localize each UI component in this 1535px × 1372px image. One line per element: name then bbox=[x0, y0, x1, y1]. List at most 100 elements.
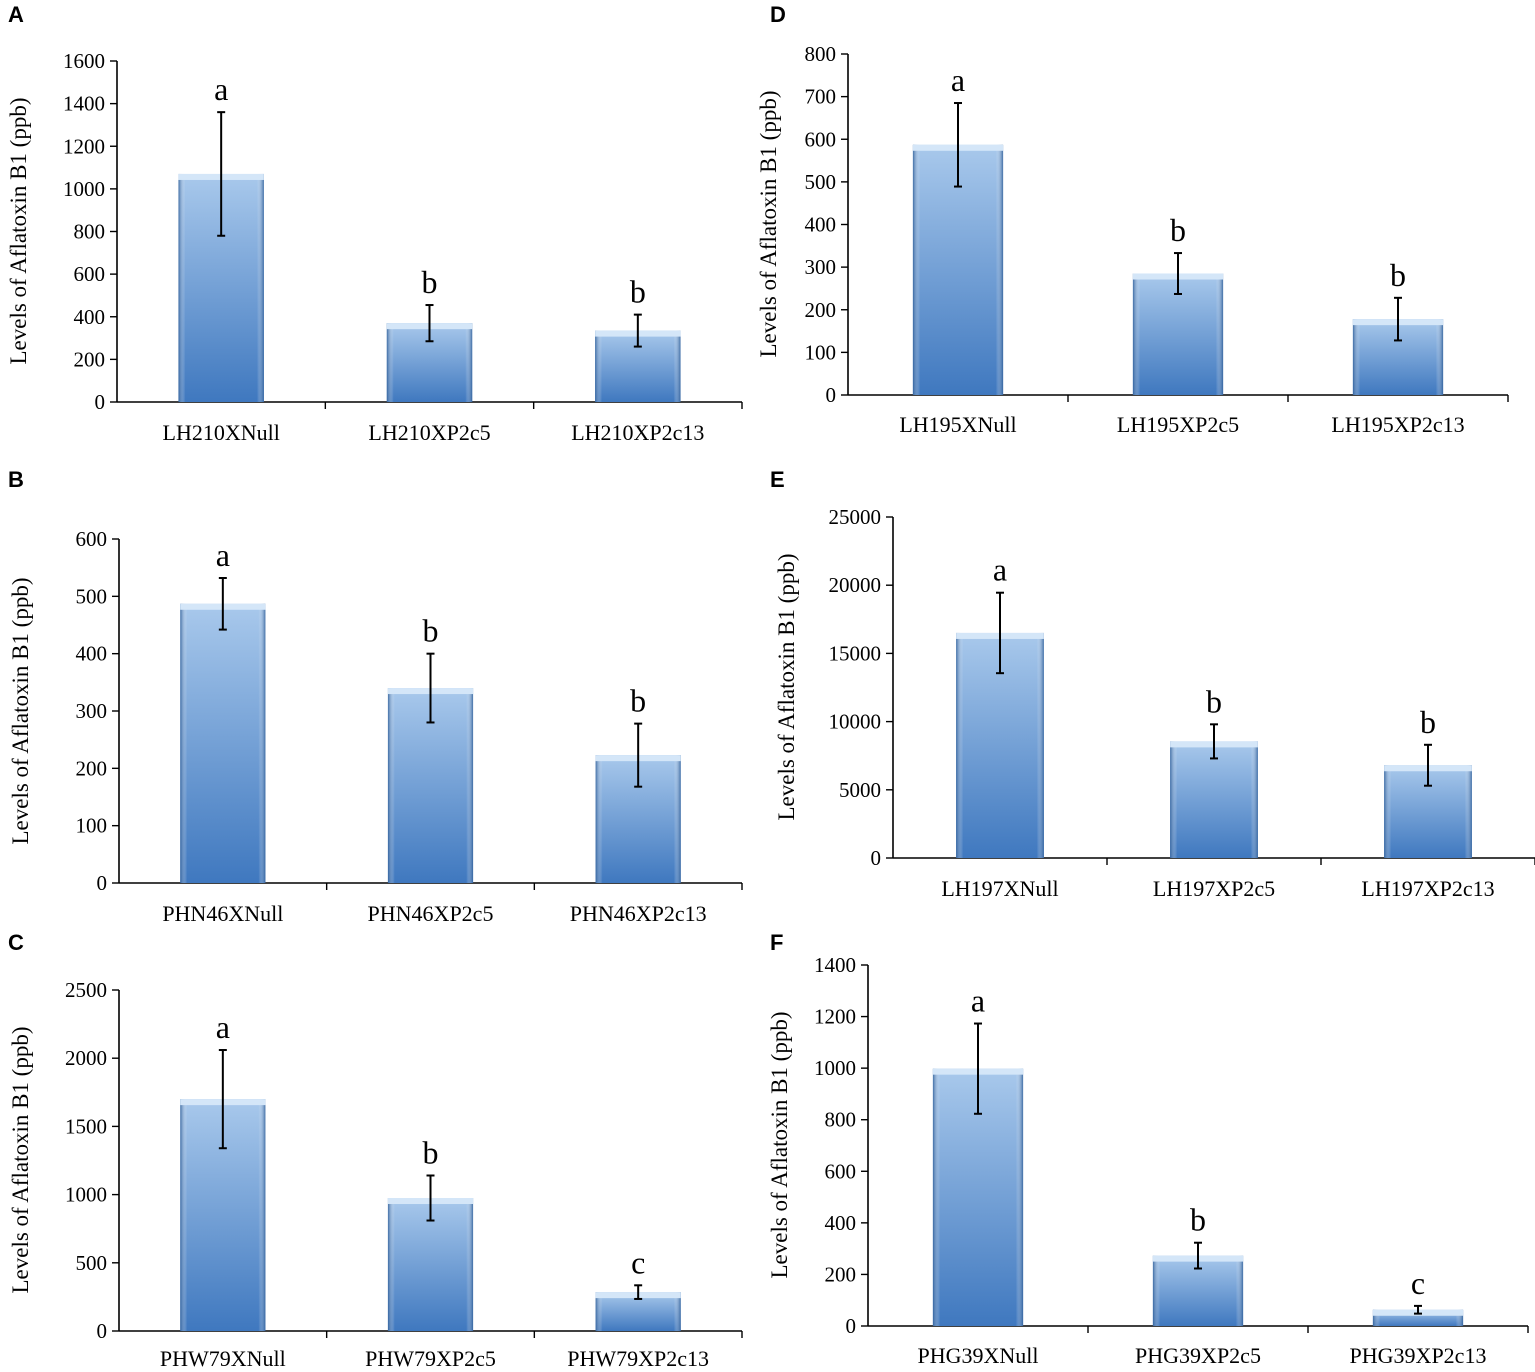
bar-group: b bbox=[1170, 683, 1258, 858]
y-axis-label: Levels of Aflatoxin B1 (ppb) bbox=[8, 1026, 33, 1293]
y-tick-label: 2000 bbox=[65, 1046, 107, 1070]
y-tick-label: 1500 bbox=[65, 1114, 107, 1138]
y-tick-label: 400 bbox=[805, 213, 837, 237]
y-axis-label: Levels of Aflatoxin B1 (ppb) bbox=[756, 90, 781, 357]
significance-label: c bbox=[1411, 1265, 1425, 1301]
bar-group: c bbox=[595, 1244, 681, 1331]
y-axis-label: Levels of Aflatoxin B1 (ppb) bbox=[6, 97, 31, 364]
category-label: PHN46XP2c5 bbox=[368, 901, 494, 926]
category-label: PHW79XNull bbox=[160, 1346, 286, 1371]
category-label: PHG39XP2c5 bbox=[1135, 1343, 1261, 1368]
category-label: PHN46XNull bbox=[162, 901, 283, 926]
bar-group: b bbox=[1132, 212, 1224, 395]
y-tick-label: 1600 bbox=[63, 49, 105, 73]
y-tick-label: 600 bbox=[74, 262, 106, 286]
y-tick-label: 1200 bbox=[814, 1005, 856, 1029]
y-tick-label: 2500 bbox=[65, 978, 107, 1002]
y-tick-label: 200 bbox=[805, 298, 837, 322]
bar-group: b bbox=[595, 683, 681, 883]
significance-label: a bbox=[216, 1009, 230, 1045]
significance-label: b bbox=[1390, 257, 1406, 293]
y-tick-label: 500 bbox=[76, 1251, 108, 1275]
y-tick-label: 1000 bbox=[814, 1056, 856, 1080]
category-label: PHG39XP2c13 bbox=[1350, 1343, 1487, 1368]
y-tick-label: 25000 bbox=[829, 505, 882, 529]
panel-letter: B bbox=[8, 467, 24, 492]
y-axis-label: Levels of Aflatoxin B1 (ppb) bbox=[8, 577, 33, 844]
y-tick-label: 20000 bbox=[829, 573, 882, 597]
y-tick-label: 600 bbox=[825, 1159, 857, 1183]
significance-label: b bbox=[1206, 683, 1222, 719]
y-tick-label: 800 bbox=[805, 42, 837, 66]
bar-group: a bbox=[178, 71, 264, 402]
bar-group: a bbox=[932, 983, 1024, 1326]
y-tick-label: 1000 bbox=[65, 1183, 107, 1207]
y-tick-label: 200 bbox=[825, 1262, 857, 1286]
y-tick-label: 200 bbox=[74, 347, 106, 371]
panel-letter: F bbox=[770, 930, 783, 955]
y-tick-label: 800 bbox=[825, 1108, 857, 1132]
y-tick-label: 1000 bbox=[63, 177, 105, 201]
category-label: LH210XNull bbox=[163, 420, 280, 445]
significance-label: b bbox=[1190, 1202, 1206, 1238]
y-tick-label: 1200 bbox=[63, 134, 105, 158]
significance-label: a bbox=[993, 552, 1007, 588]
chart-panel-b: B 0 100 200 300 400 500 600 Levels of Aflatoxin … bbox=[8, 467, 743, 926]
y-tick-label: 400 bbox=[76, 642, 108, 666]
panel-letter: A bbox=[8, 2, 24, 27]
bar-group: a bbox=[180, 1009, 266, 1331]
category-label: LH195XP2c13 bbox=[1331, 412, 1464, 437]
bar-edge-shading bbox=[180, 603, 266, 883]
chart-panel-c: C 0 500 1000 1500 2000 2500 Levels of Aflatoxin… bbox=[8, 930, 743, 1371]
y-tick-label: 400 bbox=[825, 1211, 857, 1235]
significance-label: a bbox=[214, 71, 228, 107]
bar-group: b bbox=[387, 613, 474, 883]
significance-label: b bbox=[1170, 212, 1186, 248]
bar-group: a bbox=[956, 552, 1044, 858]
significance-label: a bbox=[951, 62, 965, 98]
y-tick-label: 0 bbox=[97, 871, 108, 895]
bar-group: b bbox=[1384, 704, 1472, 858]
category-label: PHW79XP2c5 bbox=[365, 1346, 496, 1371]
y-tick-label: 300 bbox=[805, 255, 837, 279]
significance-label: a bbox=[216, 537, 230, 573]
y-tick-label: 600 bbox=[805, 127, 837, 151]
y-axis-label: Levels of Aflatoxin B1 (ppb) bbox=[767, 1011, 792, 1278]
y-tick-label: 200 bbox=[76, 756, 108, 780]
category-label: PHG39XNull bbox=[917, 1343, 1038, 1368]
bar-edge-shading bbox=[1170, 741, 1258, 858]
y-tick-label: 0 bbox=[871, 846, 882, 870]
significance-label: b bbox=[630, 683, 646, 719]
y-tick-label: 400 bbox=[74, 305, 106, 329]
category-label: LH210XP2c5 bbox=[368, 420, 490, 445]
y-tick-label: 600 bbox=[76, 527, 108, 551]
chart-panel-a: A 0 200 400 600 800 1000 1200 1400 1600 Levels of … bbox=[6, 2, 743, 445]
y-axis-label: Levels of Aflatoxin B1 (ppb) bbox=[774, 553, 799, 820]
y-tick-label: 100 bbox=[76, 814, 108, 838]
y-tick-label: 15000 bbox=[829, 641, 882, 665]
y-tick-label: 0 bbox=[846, 1314, 857, 1338]
bar-group: b bbox=[386, 264, 473, 402]
chart-panel-d: D 0 100 200 300 400 500 600 700 800 Levels of Afla… bbox=[756, 2, 1509, 437]
bar-group: b bbox=[1352, 257, 1444, 395]
y-tick-label: 0 bbox=[826, 383, 837, 407]
significance-label: a bbox=[971, 983, 985, 1019]
y-tick-label: 1400 bbox=[814, 953, 856, 977]
bar-group: b bbox=[595, 274, 681, 402]
category-label: LH195XP2c5 bbox=[1117, 412, 1239, 437]
category-label: LH197XP2c13 bbox=[1361, 876, 1494, 901]
significance-label: b bbox=[423, 613, 439, 649]
category-label: LH197XP2c5 bbox=[1153, 876, 1275, 901]
panel-letter: C bbox=[8, 930, 24, 955]
category-label: LH210XP2c13 bbox=[571, 420, 704, 445]
bar-group: b bbox=[1152, 1202, 1244, 1326]
bar-group: b bbox=[387, 1135, 474, 1331]
y-tick-label: 500 bbox=[76, 584, 108, 608]
category-label: LH195XNull bbox=[899, 412, 1016, 437]
y-tick-label: 10000 bbox=[829, 710, 882, 734]
y-tick-label: 800 bbox=[74, 220, 106, 244]
panel-letter: E bbox=[770, 467, 785, 492]
y-tick-label: 5000 bbox=[839, 778, 881, 802]
significance-label: b bbox=[423, 1135, 439, 1171]
